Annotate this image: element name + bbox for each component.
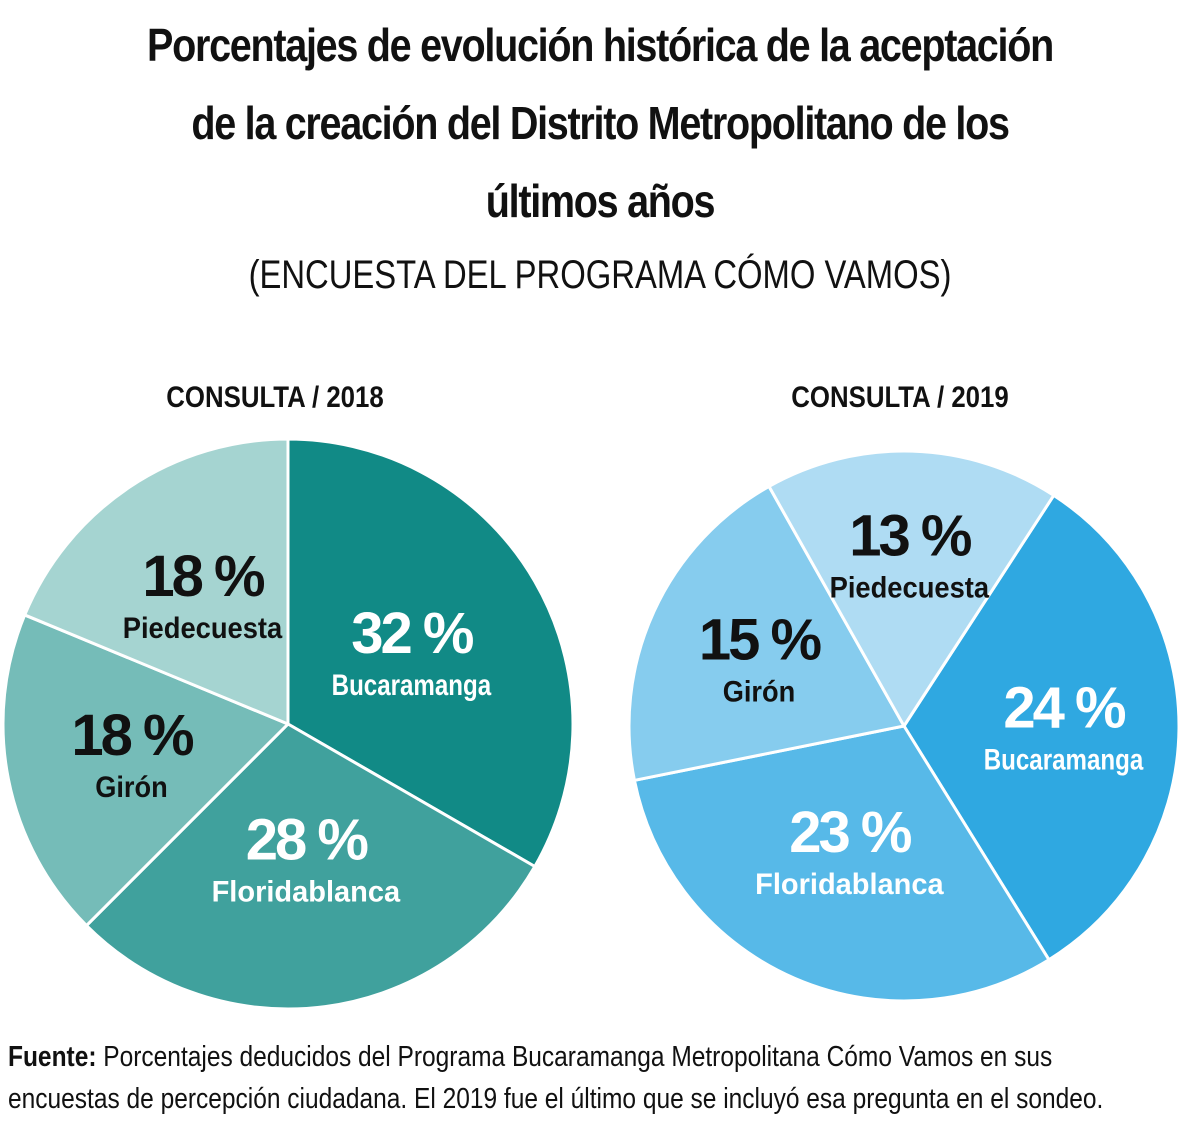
chart-subtitle: (ENCUESTA DEL PROGRAMA CÓMO VAMOS) <box>248 253 952 297</box>
pie-2019-value-label-bucaramanga: 24 % <box>1003 676 1126 741</box>
pie-2018-slice-giron <box>1 613 290 928</box>
title-line-3: últimos años <box>485 175 716 227</box>
pie-2019-category-label-piedecuesta: Piedecuesta <box>830 572 990 605</box>
chart-title: Porcentajes de evolución histórica de la… <box>84 6 1116 240</box>
pie-2019-slice-floridablanca <box>632 724 1051 1003</box>
pie-title-2019: CONSULTA / 2019 <box>791 381 1009 414</box>
title-line-2: de la creación del Distrito Metropolitan… <box>191 97 1010 149</box>
source-text-line-1: Porcentajes deducidos del Programa Bucar… <box>96 1041 1053 1073</box>
pie-2018-value-label-floridablanca: 28 % <box>246 808 369 873</box>
pie-2018-category-label-giron: Girón <box>95 771 168 804</box>
title-line-1: Porcentajes de evolución histórica de la… <box>147 19 1054 71</box>
pie-2018-value-label-bucaramanga: 32 % <box>351 601 474 666</box>
pie-2018-category-label-piedecuesta: Piedecuesta <box>123 612 283 645</box>
pie-2019-slice-piedecuesta <box>767 449 1056 728</box>
pie-title-2018: CONSULTA / 2018 <box>166 381 384 414</box>
pie-2019-value-label-piedecuesta: 13 % <box>849 504 972 569</box>
pie-2018-value-label-piedecuesta: 18 % <box>142 544 265 609</box>
source-label: Fuente: <box>8 1041 97 1073</box>
pie-2018-category-label-floridablanca: Floridablanca <box>212 876 401 909</box>
pie-2019-value-label-floridablanca: 23 % <box>789 800 912 865</box>
pie-2018-slice-piedecuesta <box>23 437 290 726</box>
source-note: Fuente: Porcentajes deducidos del Progra… <box>8 1036 1107 1120</box>
pie-2019-value-label-giron: 15 % <box>699 608 822 673</box>
pie-2019-category-label-bucaramanga: Bucaramanga <box>984 744 1144 777</box>
pie-2018-slice-floridablanca <box>84 722 537 1011</box>
pie-2018-value-label-giron: 18 % <box>71 703 194 768</box>
pie-2019-slice-giron <box>627 484 906 782</box>
pie-2018-slice-bucaramanga <box>286 437 575 868</box>
pie-2019-slice-bucaramanga <box>902 493 1181 962</box>
pie-2018-category-label-bucaramanga: Bucaramanga <box>332 669 492 702</box>
pie-2019-category-label-floridablanca: Floridablanca <box>755 868 944 901</box>
pie-2019-category-label-giron: Girón <box>723 676 796 709</box>
source-text-line-2: encuestas de percepción ciudadana. El 20… <box>8 1083 1104 1115</box>
